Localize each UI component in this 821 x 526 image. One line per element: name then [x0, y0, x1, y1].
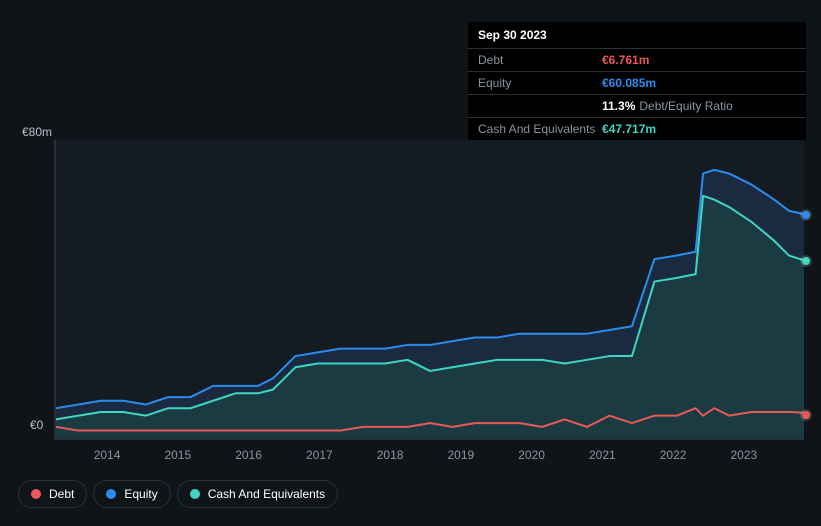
y-axis-min-label: €0 [30, 418, 43, 432]
x-axis-tick: 2020 [518, 448, 545, 462]
plot-area[interactable] [54, 140, 804, 440]
y-axis-max-label: €80m [22, 125, 52, 139]
tooltip-row-value: 11.3% [602, 99, 635, 113]
tooltip-row-label: Cash And Equivalents [478, 122, 602, 136]
x-axis: 2014 2015 2016 2017 2018 2019 2020 2021 2022 2023 [54, 448, 804, 468]
series-endpoint [802, 257, 810, 265]
legend-label: Cash And Equivalents [208, 487, 325, 501]
legend-label: Equity [124, 487, 157, 501]
legend-item[interactable]: Cash And Equivalents [177, 480, 338, 508]
x-axis-tick: 2017 [306, 448, 333, 462]
chart: €80m €0 20142015201620172018201920202021… [16, 140, 805, 440]
legend-item[interactable]: Equity [93, 480, 170, 508]
legend-item[interactable]: Debt [18, 480, 87, 508]
x-axis-tick: 2015 [164, 448, 191, 462]
x-axis-tick: 2021 [589, 448, 616, 462]
series-endpoint [802, 411, 810, 419]
legend-dot-icon [190, 489, 200, 499]
tooltip-row: Cash And Equivalents€47.717m [468, 118, 806, 140]
tooltip-row-value: €60.085m [602, 76, 656, 90]
tooltip-date: Sep 30 2023 [468, 22, 806, 49]
x-axis-tick: 2014 [94, 448, 121, 462]
tooltip-row: Equity€60.085m [468, 72, 806, 95]
x-axis-tick: 2016 [235, 448, 262, 462]
x-axis-tick: 2018 [377, 448, 404, 462]
tooltip-row-value: €47.717m [602, 122, 656, 136]
legend: Debt Equity Cash And Equivalents [18, 480, 338, 508]
legend-dot-icon [106, 489, 116, 499]
x-axis-tick: 2019 [447, 448, 474, 462]
tooltip-panel: Sep 30 2023 Debt€6.761mEquity€60.085m11.… [468, 22, 806, 140]
x-axis-tick: 2023 [730, 448, 757, 462]
tooltip-row: 11.3% Debt/Equity Ratio [468, 95, 806, 118]
tooltip-row-label: Equity [478, 76, 602, 90]
tooltip-row-label: Debt [478, 53, 602, 67]
legend-label: Debt [49, 487, 74, 501]
tooltip-row-sub: Debt/Equity Ratio [639, 99, 732, 113]
x-axis-tick: 2022 [660, 448, 687, 462]
tooltip-row-label [478, 99, 602, 113]
tooltip-row: Debt€6.761m [468, 49, 806, 72]
series-endpoint [802, 211, 810, 219]
tooltip-row-value: €6.761m [602, 53, 649, 67]
legend-dot-icon [31, 489, 41, 499]
